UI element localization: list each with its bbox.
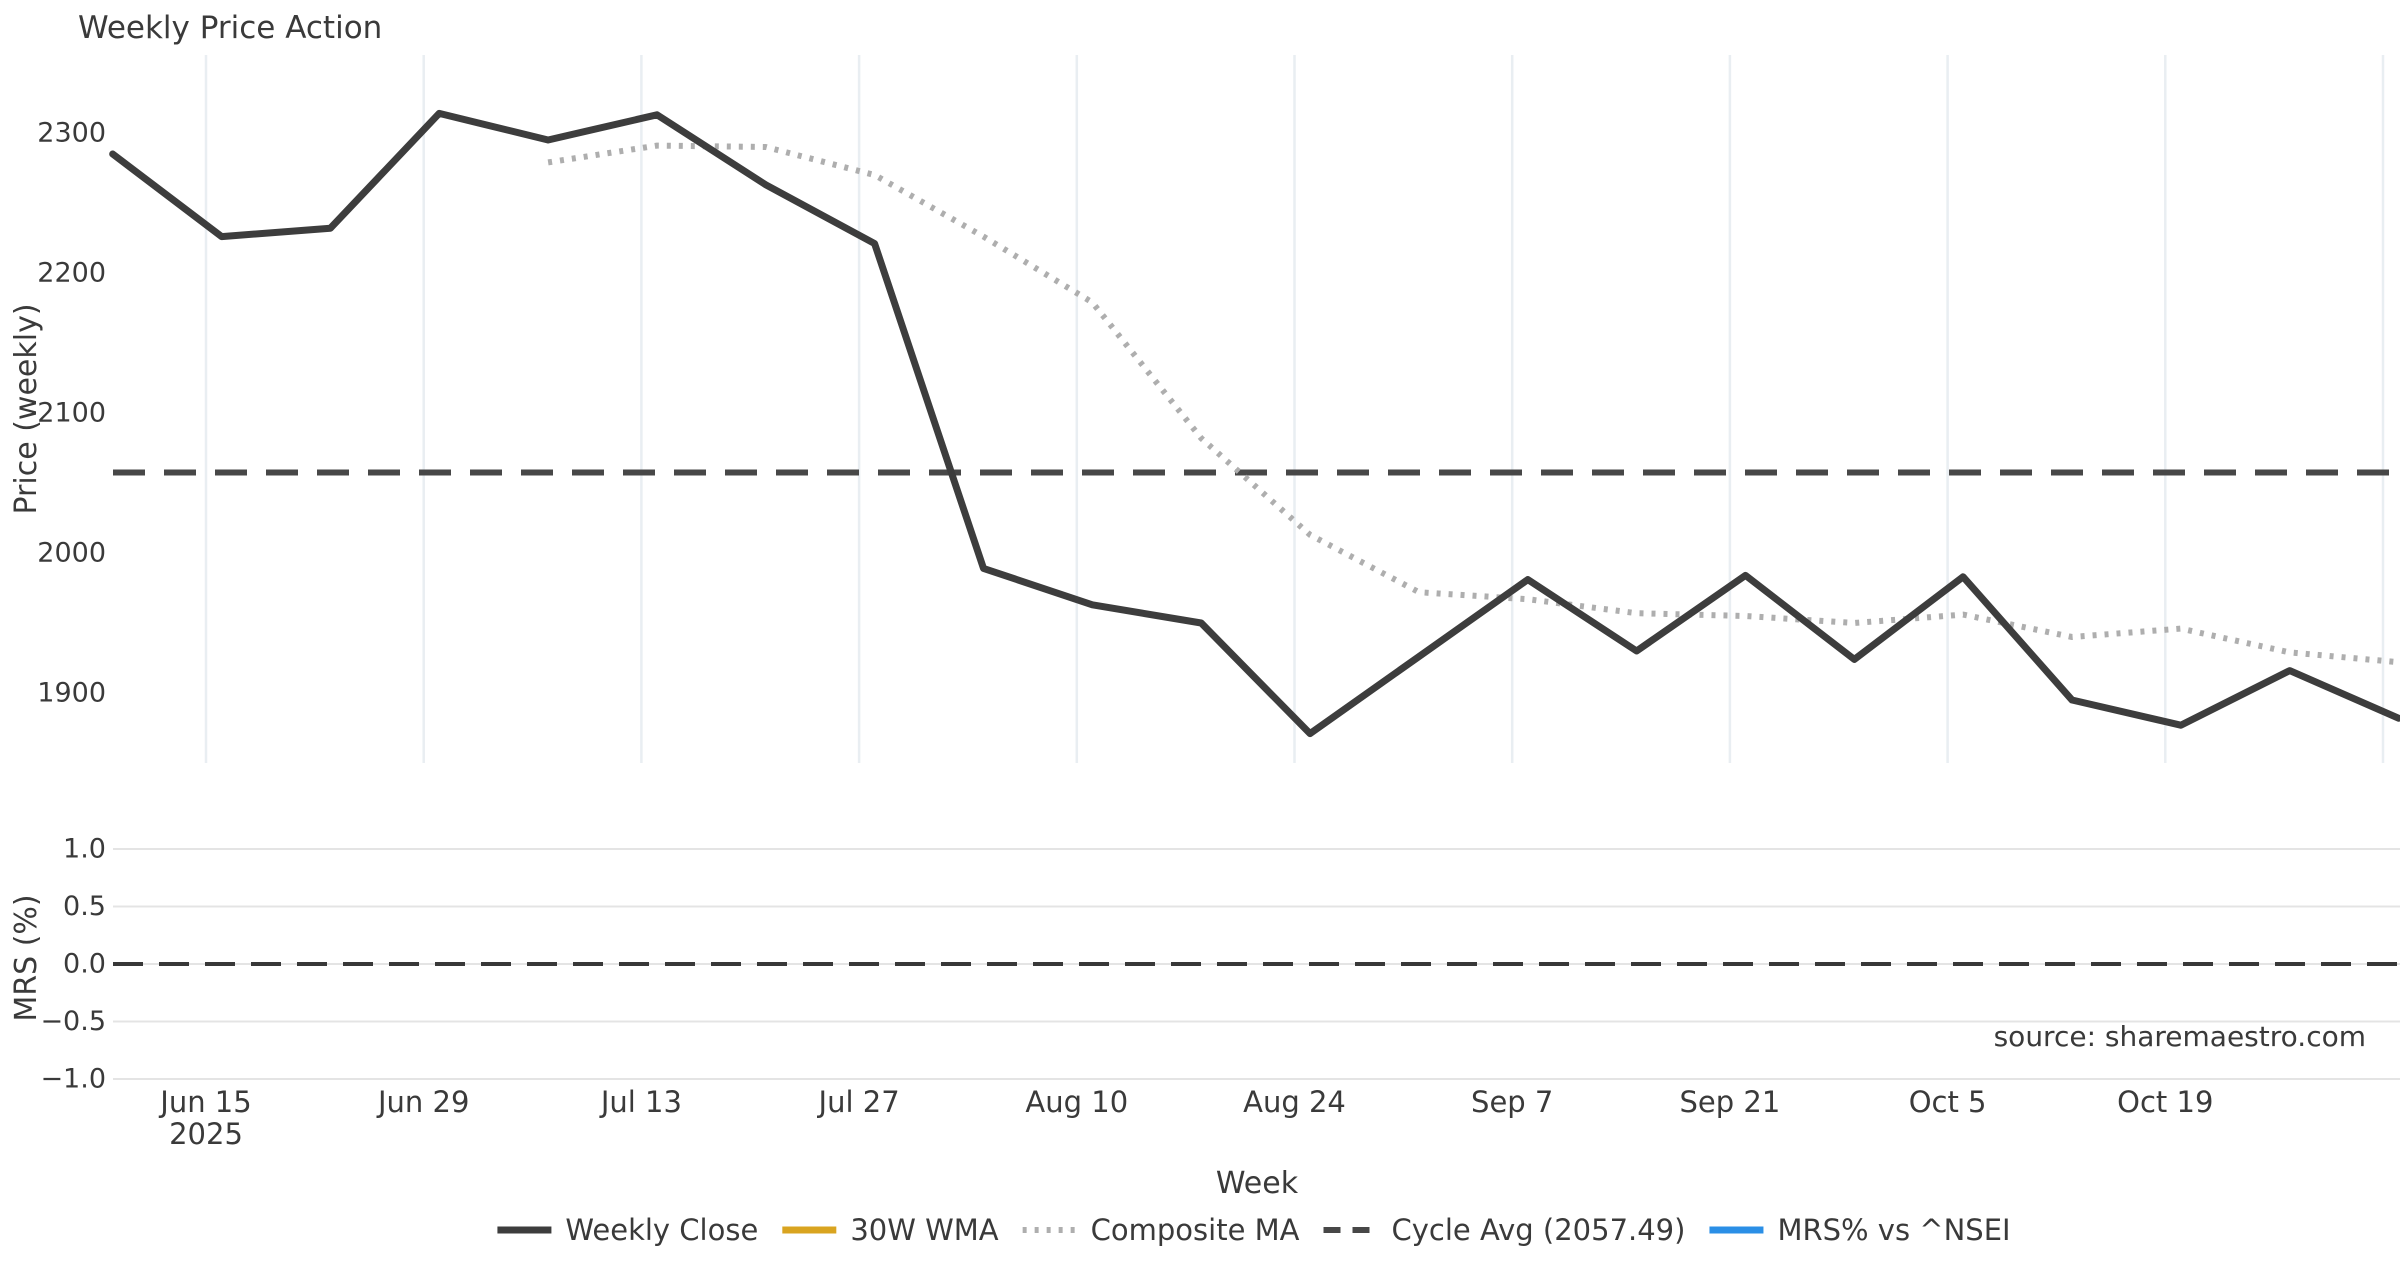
mrs-tick-label: −1.0 bbox=[40, 1064, 106, 1095]
x-tick-label: Oct 5 bbox=[1909, 1085, 1987, 1119]
chart-title: Weekly Price Action bbox=[78, 10, 382, 46]
source-credit: source: sharemaestro.com bbox=[1994, 1020, 2366, 1053]
price-axis-label: Price (weekly) bbox=[9, 303, 44, 514]
mrs-tick-label: 1.0 bbox=[63, 834, 106, 865]
legend-label: MRS% vs ^NSEI bbox=[1777, 1213, 2010, 1247]
price-tick-label: 2300 bbox=[37, 118, 106, 149]
week-axis-label: Week bbox=[1216, 1166, 1299, 1201]
mrs-axis-label: MRS (%) bbox=[9, 894, 44, 1021]
x-tick-label: Jul 13 bbox=[599, 1085, 682, 1119]
x-tick-label: Sep 7 bbox=[1471, 1085, 1553, 1119]
price-tick-label: 1900 bbox=[37, 678, 106, 709]
legend-label: 30W WMA bbox=[850, 1213, 998, 1247]
x-tick-label: Jun 15 bbox=[158, 1085, 251, 1119]
mrs-tick-label: −0.5 bbox=[40, 1006, 106, 1037]
price-panel bbox=[109, 109, 2400, 738]
tick-labels: 2300 2200 2100 2000 1900 1.0 0.5 0.0 −0.5 −1.0 Jun… bbox=[37, 118, 2213, 1152]
price-tick-label: 2100 bbox=[37, 398, 106, 429]
x-tick-label: Sep 21 bbox=[1680, 1085, 1781, 1119]
legend-label: Cycle Avg (2057.49) bbox=[1392, 1213, 1686, 1247]
x-tick-label: Oct 19 bbox=[2117, 1085, 2213, 1119]
price-tick-label: 2000 bbox=[37, 538, 106, 569]
weekly-close-line bbox=[109, 109, 2400, 738]
x-tick-label: Jun 29 bbox=[376, 1085, 469, 1119]
x-tick-label: Aug 10 bbox=[1025, 1085, 1128, 1119]
price-tick-label: 2200 bbox=[37, 258, 106, 289]
x-tick-label: Jul 27 bbox=[817, 1085, 900, 1119]
price-panel-gridlines bbox=[204, 55, 2385, 763]
legend-label: Weekly Close bbox=[565, 1213, 758, 1247]
x-tick-label: Aug 24 bbox=[1243, 1085, 1346, 1119]
legend: Weekly Close 30W WMA Composite MA Cycle Avg… bbox=[497, 1213, 2011, 1247]
legend-label: Composite MA bbox=[1091, 1213, 1300, 1247]
x-tick-year-label: 2025 bbox=[169, 1117, 243, 1151]
mrs-tick-label: 0.0 bbox=[63, 949, 106, 980]
composite-ma-line bbox=[547, 142, 2399, 666]
mrs-tick-label: 0.5 bbox=[63, 891, 106, 922]
